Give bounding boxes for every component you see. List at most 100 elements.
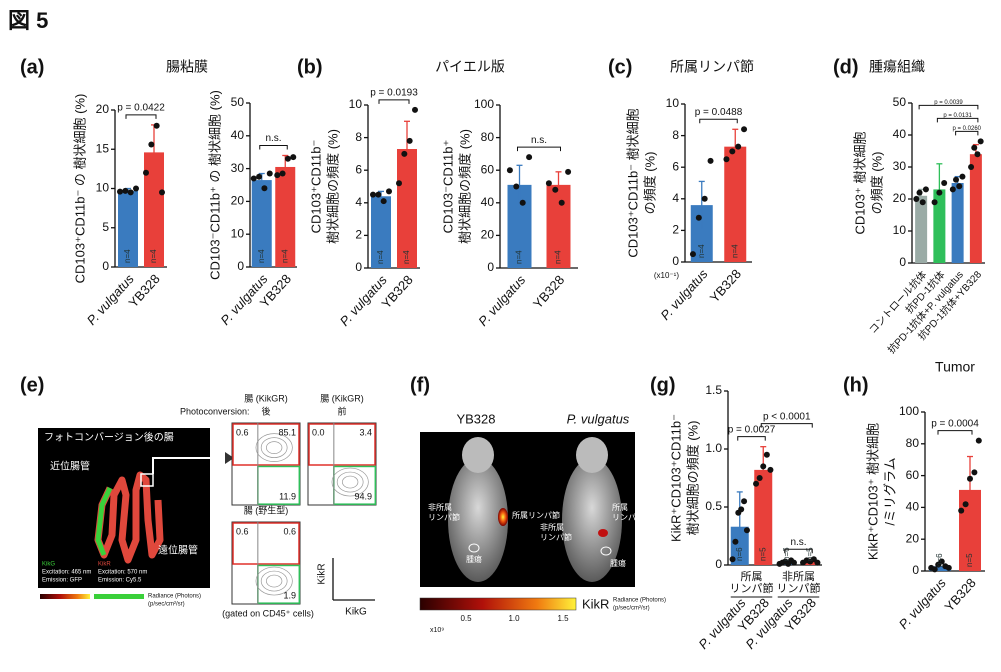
y-tick-label: 0 xyxy=(237,259,244,273)
contour xyxy=(255,566,293,596)
data-point xyxy=(729,148,736,155)
contour xyxy=(266,441,283,454)
x-tick-label: YB328 xyxy=(530,272,567,311)
data-point xyxy=(701,195,708,202)
data-point xyxy=(122,187,129,194)
n-label: n=6 xyxy=(935,553,944,567)
tumor-outline xyxy=(600,546,612,556)
legend: KikR xyxy=(98,562,111,568)
data-point xyxy=(814,559,821,566)
significance-label: p = 0.0193 xyxy=(370,88,418,99)
plot-frame xyxy=(231,422,301,506)
panel-title: パイエル版 xyxy=(435,59,505,75)
y-tick-label: 50 xyxy=(893,95,907,109)
data-point xyxy=(143,169,149,176)
contour xyxy=(260,437,288,458)
significance-label: n.s. xyxy=(790,537,806,548)
y-tick-label: 60 xyxy=(906,468,920,482)
significance-bracket xyxy=(259,144,288,150)
significance-label: n.s. xyxy=(531,135,547,146)
chart: 0 10 20 30 40 50 CD103⁻CD11b⁺ の 樹状細胞 (%) n=4 n=4… xyxy=(207,90,297,328)
n-label: n=4 xyxy=(123,249,132,263)
legend: (p/sec/cm²/sr) xyxy=(148,602,185,608)
data-point xyxy=(159,189,165,196)
data-point xyxy=(513,183,520,190)
data-point xyxy=(743,527,750,534)
signal xyxy=(498,508,508,526)
y-axis-label: CD103⁻CD11b⁺ の 樹状細胞 (%) xyxy=(207,90,222,280)
intestine-green xyxy=(95,486,113,556)
data-point xyxy=(913,196,920,202)
group-label: リンパ節 xyxy=(777,581,821,595)
data-point xyxy=(290,154,297,161)
arrow-head xyxy=(225,452,234,464)
y-tick-label: 20 xyxy=(906,531,920,545)
data-point xyxy=(707,157,714,164)
axis-note: (x10⁻¹) xyxy=(654,271,679,280)
y-tick-label: 0.5 xyxy=(705,499,722,513)
data-point xyxy=(695,214,702,221)
label: Photoconversion: xyxy=(180,406,250,416)
connector xyxy=(152,457,225,474)
x-tick-label: YB328 xyxy=(707,266,744,305)
significance-label: p = 0.0422 xyxy=(117,103,165,114)
panel-title: 所属リンパ節 xyxy=(670,59,754,75)
data-point xyxy=(412,106,418,113)
y-tick-label: 10 xyxy=(666,96,680,110)
y-tick-label: 10 xyxy=(231,226,245,240)
mouse xyxy=(462,437,494,473)
label: 遠位腸管 xyxy=(158,544,198,557)
panel-title: 腸粘膜 xyxy=(166,59,208,75)
y-tick-label: 10 xyxy=(893,223,907,237)
chart: 0 20 40 60 80 100 KikR⁺CD103⁺ 樹状細胞/ミリグラム Tumor n… xyxy=(865,359,985,632)
n-label: n=5 xyxy=(965,553,974,567)
contour xyxy=(260,570,288,592)
bar xyxy=(690,205,713,262)
data-point xyxy=(401,150,408,157)
data-point xyxy=(133,185,139,192)
quadrant-value: 0.6 xyxy=(236,526,249,536)
bar xyxy=(724,146,747,262)
gate-red xyxy=(232,423,300,466)
data-point xyxy=(274,172,281,179)
bar xyxy=(144,152,164,267)
panel-label: (c) xyxy=(608,56,632,78)
y-tick-label: 4 xyxy=(672,191,679,205)
significance-label: p < 0.0001 xyxy=(763,411,811,422)
data-point xyxy=(753,480,760,487)
y-axis-label: 樹状細胞の頻度 (%) xyxy=(685,421,700,536)
n-label: n=5 xyxy=(758,547,767,561)
y-axis-label: CD103⁺CD11b⁻ の 樹状細胞 (%) xyxy=(72,94,87,284)
chart: 0 0.5 1.0 1.5 KikR⁺CD103⁺CD11b⁻ 樹状細胞の頻度 (%) n=… xyxy=(668,383,822,652)
quadrant-value: 0.0 xyxy=(312,427,325,437)
scale-note: (p/sec/cm²/sr) xyxy=(613,606,650,612)
scale-tick: 1.0 xyxy=(508,614,520,623)
data-point xyxy=(958,507,965,514)
x-tick-label: YB328 xyxy=(942,575,979,614)
contour xyxy=(266,574,283,588)
bar xyxy=(915,195,928,263)
panel-label: (d) xyxy=(833,56,859,78)
data-point xyxy=(763,451,770,458)
y-tick-label: 1.0 xyxy=(705,441,722,455)
data-point xyxy=(760,463,767,470)
y-tick-label: 0 xyxy=(355,260,362,274)
data-point xyxy=(552,186,559,193)
label: YB328 xyxy=(456,411,495,426)
significance-bracket xyxy=(737,436,766,441)
n-label: n=5 xyxy=(805,547,814,561)
label: リンパ節 xyxy=(612,512,644,522)
data-point xyxy=(967,475,973,482)
plot-title: 腸 (野生型) xyxy=(244,504,289,515)
data-point xyxy=(953,176,960,183)
data-point xyxy=(380,198,387,205)
y-tick-label: 100 xyxy=(899,404,919,418)
data-point xyxy=(938,558,945,565)
legend: Excitation: 570 nm xyxy=(98,570,147,576)
y-tick-label: 0 xyxy=(715,557,722,571)
panel-label: (f) xyxy=(410,374,430,396)
quadrant-value: 0.6 xyxy=(283,526,296,536)
quadrant-value: 3.4 xyxy=(359,427,372,437)
